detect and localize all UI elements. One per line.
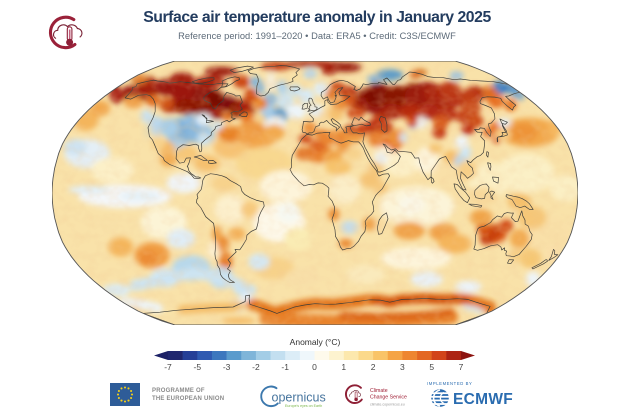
- svg-text:PROGRAMME OF: PROGRAMME OF: [152, 388, 205, 394]
- svg-text:5: 5: [429, 362, 434, 372]
- svg-text:Europe's eyes on Earth: Europe's eyes on Earth: [285, 404, 322, 408]
- svg-text:7: 7: [459, 362, 464, 372]
- svg-text:Anomaly (°C): Anomaly (°C): [290, 337, 341, 347]
- svg-text:opernicus: opernicus: [272, 391, 326, 405]
- svg-text:3: 3: [400, 362, 405, 372]
- svg-text:climate.copernicus.eu: climate.copernicus.eu: [370, 403, 405, 407]
- svg-text:-1: -1: [281, 362, 289, 372]
- svg-text:1: 1: [341, 362, 346, 372]
- svg-text:-5: -5: [194, 362, 202, 372]
- svg-text:ECMWF: ECMWF: [453, 391, 513, 408]
- svg-text:-7: -7: [164, 362, 172, 372]
- svg-text:2: 2: [371, 362, 376, 372]
- svg-text:0: 0: [312, 362, 317, 372]
- svg-text:THE EUROPEAN UNION: THE EUROPEAN UNION: [152, 396, 224, 402]
- svg-text:IMPLEMENTED BY: IMPLEMENTED BY: [427, 381, 472, 386]
- svg-text:Change Service: Change Service: [370, 395, 407, 401]
- svg-text:Climate: Climate: [370, 388, 388, 394]
- svg-text:-3: -3: [223, 362, 231, 372]
- svg-text:-2: -2: [252, 362, 260, 372]
